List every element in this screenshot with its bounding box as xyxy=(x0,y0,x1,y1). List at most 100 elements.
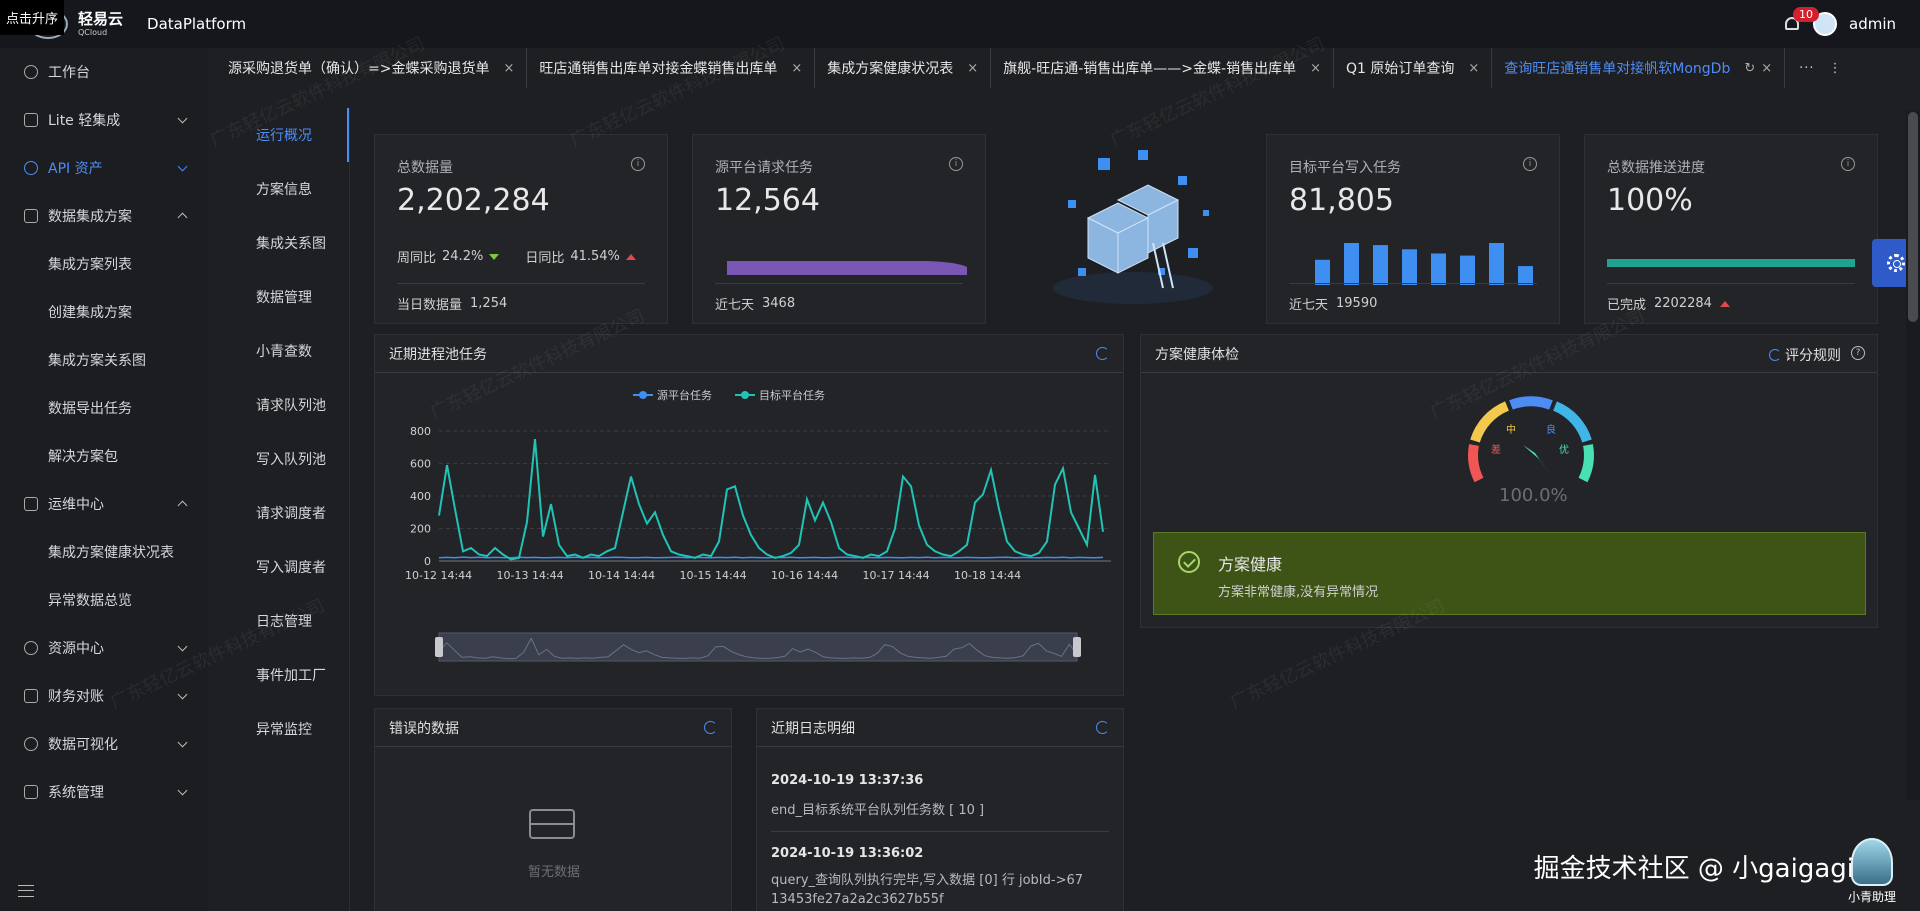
app-name: DataPlatform xyxy=(147,15,247,33)
score-rules-link[interactable]: 评分规则 xyxy=(1769,345,1841,365)
sidebar-item[interactable]: 数据可视化 xyxy=(0,720,208,768)
user-name[interactable]: admin xyxy=(1849,15,1896,33)
share-icon xyxy=(24,209,38,223)
subnav-item[interactable]: 写入队列池 xyxy=(256,452,326,468)
more-tabs-icon[interactable]: ··· xyxy=(1799,60,1815,76)
bell-icon[interactable]: 10 xyxy=(1783,7,1819,33)
gauge-label-good: 良 xyxy=(1546,423,1556,436)
sidebar-item-label: 系统管理 xyxy=(48,785,104,801)
reload-tab-icon[interactable]: ↻ xyxy=(1744,60,1756,76)
legend-label[interactable]: 源平台任务 xyxy=(657,388,712,402)
subnav-item[interactable]: 日志管理 xyxy=(256,614,312,630)
sidebar-item-label: 工作台 xyxy=(48,65,90,81)
subnav-item[interactable]: 运行概况 xyxy=(208,108,349,162)
sidebar-item[interactable]: 资源中心 xyxy=(0,624,208,672)
logo-sub: QCloud xyxy=(78,27,108,37)
subnav-item[interactable]: 小青查数 xyxy=(256,344,312,360)
sidebar-item[interactable]: 集成方案健康状况表 xyxy=(0,528,208,576)
info-icon[interactable]: i xyxy=(631,157,645,171)
footer-label: 近七天 xyxy=(715,298,755,313)
gauge-value: 100.0% xyxy=(1499,485,1568,506)
sidebar-item-label: API 资产 xyxy=(48,161,103,177)
subnav-item[interactable]: 写入调度者 xyxy=(256,560,326,576)
log-text: end_目标系统平台队列任务数 [ 10 ] xyxy=(771,803,985,818)
close-tab-icon[interactable]: × xyxy=(1761,60,1773,76)
scrollbar-thumb[interactable] xyxy=(1908,112,1918,322)
y-tick-label: 0 xyxy=(424,555,431,568)
promo-button[interactable]: 点击升序 xyxy=(0,0,65,35)
sidebar-item[interactable]: 财务对账 xyxy=(0,672,208,720)
refresh-icon[interactable] xyxy=(1096,347,1109,360)
tab[interactable]: 源采购退货单（确认）=>金蝶采购退货单 × xyxy=(216,48,528,88)
help-icon[interactable]: ? xyxy=(1851,346,1865,360)
gauge-label-best: 优 xyxy=(1559,443,1569,456)
x-tick-label: 10-12 14:44 xyxy=(405,569,472,582)
sidebar-item-label: 解决方案包 xyxy=(48,449,118,465)
sidebar-item[interactable]: 集成方案关系图 xyxy=(0,336,208,384)
subnav-item[interactable]: 集成关系图 xyxy=(256,236,326,252)
sidebar-item[interactable]: 数据集成方案 xyxy=(0,192,208,240)
caret-down-icon xyxy=(489,253,500,260)
zoom-handle[interactable] xyxy=(435,637,443,657)
process-pool-panel: 近期进程池任务 源平台任务 目标平台任务 0 200 400 600 800 10-12 14… xyxy=(374,334,1124,696)
close-tab-icon[interactable]: × xyxy=(1310,60,1321,76)
footer-label: 当日数据量 xyxy=(397,298,463,313)
x-tick-label: 10-15 14:44 xyxy=(680,569,747,582)
score-rules-label: 评分规则 xyxy=(1785,348,1841,364)
log-time: 2024-10-19 13:36:02 xyxy=(771,846,924,861)
wow-value: 24.2% xyxy=(442,249,484,264)
target-bar xyxy=(1489,243,1504,285)
close-tab-icon[interactable]: × xyxy=(791,60,803,76)
assistant-widget[interactable]: 小青助理 xyxy=(1840,838,1904,905)
footer-value: 3468 xyxy=(762,296,796,311)
target-bar xyxy=(1402,249,1417,285)
tab[interactable]: Q1 原始订单查询 × xyxy=(1334,48,1493,88)
sidebar-item[interactable]: API 资产 xyxy=(0,144,208,192)
legend-marker xyxy=(741,391,749,399)
info-icon[interactable]: i xyxy=(949,157,963,171)
legend-label[interactable]: 目标平台任务 xyxy=(759,388,825,402)
sidebar-item[interactable]: 解决方案包 xyxy=(0,432,208,480)
target-bar-sparkline xyxy=(1315,243,1533,285)
sidebar-item[interactable]: Lite 轻集成 xyxy=(0,96,208,144)
subnav-item[interactable]: 异常监控 xyxy=(256,722,312,738)
tab[interactable]: 查询旺店通销售单对接帆软MongDb ↻ × xyxy=(1492,48,1786,88)
zoom-handle[interactable] xyxy=(1073,637,1081,657)
tab[interactable]: 旗舰-旺店通-销售出库单——>金蝶-销售出库单 × xyxy=(991,48,1334,88)
sidebar-item[interactable]: 数据导出任务 xyxy=(0,384,208,432)
close-tab-icon[interactable]: × xyxy=(967,60,979,76)
sidebar-item[interactable]: 集成方案列表 xyxy=(0,240,208,288)
subnav-item[interactable]: 数据管理 xyxy=(256,290,312,306)
sidebar-item[interactable]: 异常数据总览 xyxy=(0,576,208,624)
close-tab-icon[interactable]: × xyxy=(503,60,515,76)
subnav-item[interactable]: 请求队列池 xyxy=(256,398,326,414)
footer-value: 19590 xyxy=(1336,296,1378,311)
collapse-menu-icon[interactable] xyxy=(18,885,34,897)
tab[interactable]: 旺店通销售出库单对接金蝶销售出库单 × xyxy=(527,48,816,88)
subnav-item[interactable]: 方案信息 xyxy=(256,182,312,198)
close-tab-icon[interactable]: × xyxy=(1468,60,1480,76)
sidebar-item[interactable]: 工作台 xyxy=(0,48,208,96)
stat-value: 2,202,284 xyxy=(397,183,550,218)
subnav-item[interactable]: 请求调度者 xyxy=(256,506,326,522)
refresh-icon[interactable] xyxy=(704,721,717,734)
sidebar-item[interactable]: 运维中心 xyxy=(0,480,208,528)
tab[interactable]: 集成方案健康状况表 × xyxy=(815,48,992,88)
target-bar xyxy=(1431,253,1446,285)
tab-label: 源采购退货单（确认）=>金蝶采购退货单 xyxy=(228,61,490,77)
y-tick-label: 800 xyxy=(410,425,431,438)
tab-bar: 源采购退货单（确认）=>金蝶采购退货单 × 旺店通销售出库单对接金蝶销售出库单 × 集成… xyxy=(208,48,1920,88)
subnav-item[interactable]: 事件加工厂 xyxy=(256,668,326,684)
tab-menu-icon[interactable]: ⋮ xyxy=(1828,60,1843,76)
sidebar-item[interactable]: 创建集成方案 xyxy=(0,288,208,336)
y-tick-label: 400 xyxy=(410,490,431,503)
x-tick-label: 10-18 14:44 xyxy=(954,569,1021,582)
info-icon[interactable]: i xyxy=(1841,157,1855,171)
sidebar-item-label: 数据可视化 xyxy=(48,737,118,753)
refresh-icon[interactable] xyxy=(1096,721,1109,734)
info-icon[interactable]: i xyxy=(1523,157,1537,171)
sidebar-item-label: 创建集成方案 xyxy=(48,305,132,321)
tab-label: 集成方案健康状况表 xyxy=(827,61,954,77)
sidebar-item[interactable]: 系统管理 xyxy=(0,768,208,816)
stat-footer: 当日数据量 1,254 xyxy=(397,283,645,323)
